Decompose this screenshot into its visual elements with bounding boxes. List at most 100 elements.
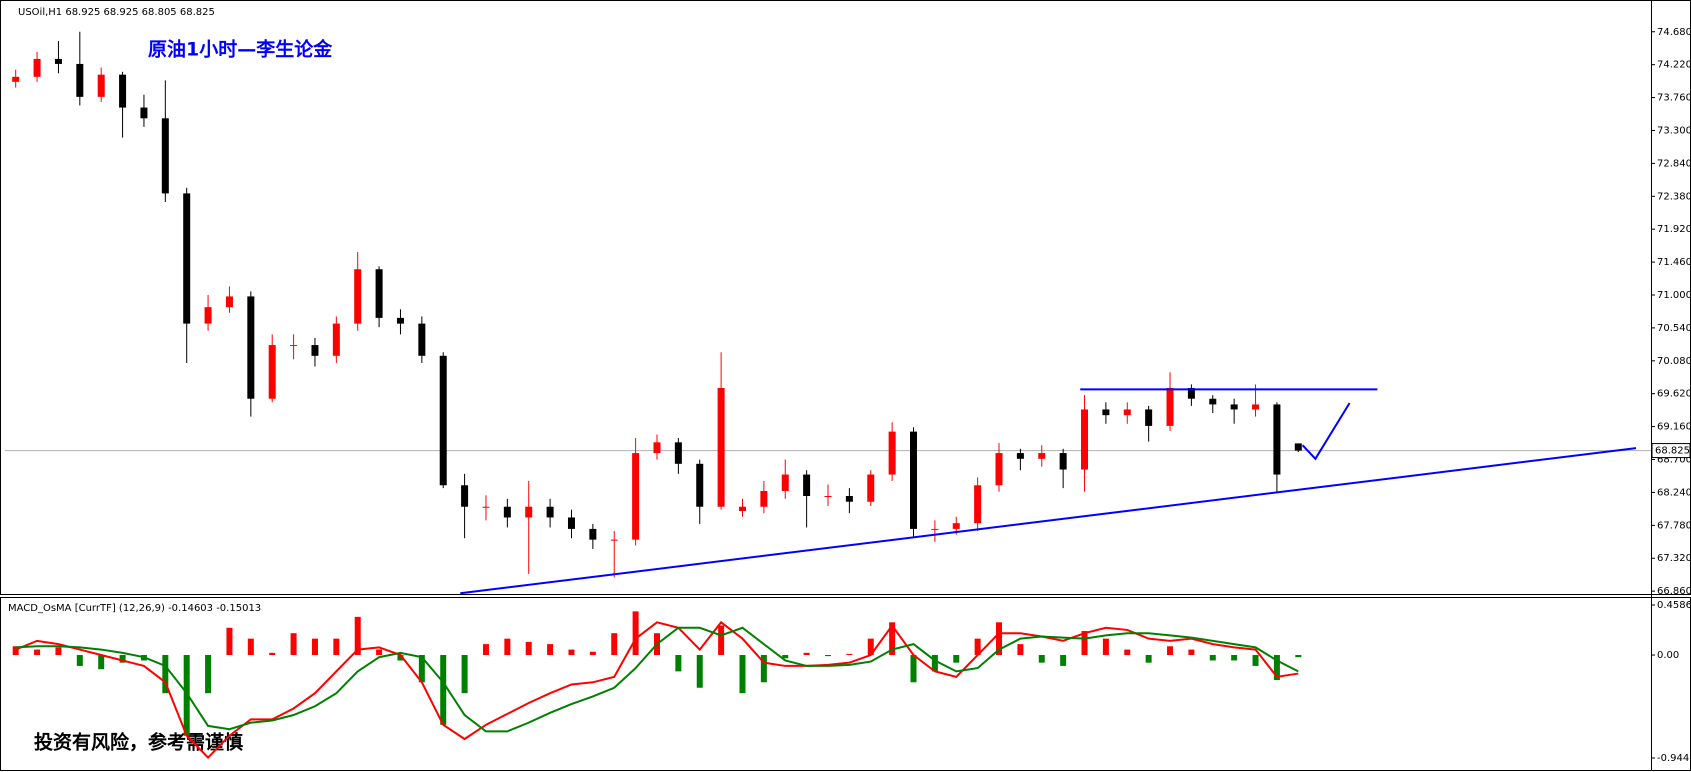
histogram-bar [675, 655, 682, 672]
candle-body [161, 118, 169, 194]
histogram-bar [418, 655, 425, 683]
candle-body [632, 453, 640, 540]
candle-body [247, 296, 255, 399]
histogram-bar [397, 655, 404, 661]
y-tick-label: 71.460 [1657, 257, 1691, 268]
candle-body [1102, 409, 1110, 416]
candle-body [867, 474, 875, 502]
histogram-bar [867, 638, 874, 656]
candle-body [225, 296, 233, 308]
histogram-bar [953, 655, 960, 663]
histogram-bar [696, 655, 703, 688]
histogram-bar [34, 649, 41, 656]
candle-body [1059, 453, 1067, 470]
histogram-bar [1252, 655, 1259, 666]
last-price-box [1651, 443, 1691, 459]
histogram-bar [889, 622, 896, 656]
candle-body [931, 528, 939, 530]
candle-body [482, 506, 490, 508]
histogram-bar [269, 652, 276, 656]
candle-body [760, 490, 768, 507]
candle-body [888, 431, 896, 475]
histogram-bar [440, 655, 447, 725]
candle-body [12, 76, 20, 82]
drawn-line [1301, 402, 1351, 461]
histogram-bar [974, 638, 981, 656]
candle-body [439, 355, 447, 486]
histogram-bar [525, 641, 532, 656]
candle-body [803, 474, 811, 496]
histogram-bar [333, 638, 340, 656]
y-tick-label: 73.300 [1657, 125, 1691, 136]
macd-panel [0, 597, 1691, 771]
candle-body [589, 528, 597, 540]
candle-body [375, 269, 383, 318]
candle-body [653, 442, 661, 454]
histogram-bar [119, 655, 126, 663]
histogram-bar [76, 655, 83, 666]
histogram-bar [1102, 638, 1109, 656]
candle-body [1123, 409, 1131, 416]
candle-body [311, 345, 319, 356]
histogram-bar [504, 638, 511, 656]
histogram-bar [1124, 649, 1131, 656]
histogram-bar [1231, 655, 1238, 661]
drawn-line [460, 447, 1637, 595]
candle-body [1230, 404, 1238, 410]
candle-body [1187, 387, 1195, 399]
histogram-bar [1017, 644, 1024, 656]
candle-body [290, 345, 298, 347]
candle-body [1038, 453, 1046, 459]
y-tick-label: 71.920 [1657, 224, 1691, 235]
y-tick-label: 0.45864 [1657, 600, 1691, 611]
histogram-bar [910, 655, 917, 683]
histogram-bar [931, 655, 938, 672]
y-tick-label: 67.320 [1657, 553, 1691, 564]
candle-body [610, 539, 618, 541]
histogram-bar [1188, 649, 1195, 656]
candle-body [952, 523, 960, 529]
candle-body [1294, 443, 1302, 451]
histogram-bar [247, 638, 254, 656]
histogram-bar [12, 646, 19, 656]
chart-title: 原油1小时—李生论金 [148, 38, 333, 61]
histogram-bar [461, 655, 468, 694]
candle-body [674, 442, 682, 464]
histogram-bar [290, 633, 297, 656]
y-tick-label: 0.00 [1657, 650, 1679, 661]
candle-body [845, 496, 853, 502]
histogram-bar [825, 655, 831, 657]
histogram-bar [782, 655, 789, 659]
candle-body [268, 345, 276, 399]
header: USOil,H1 68.925 68.925 68.805 68.825 [18, 7, 215, 18]
candle-body [910, 431, 918, 529]
histogram-bar [1145, 655, 1152, 663]
histogram-bar [376, 649, 383, 656]
candle-body [418, 323, 426, 356]
histogram-bar [183, 655, 190, 736]
candle-body [696, 463, 704, 507]
candle-body [119, 74, 127, 108]
histogram-bar [760, 655, 767, 683]
histogram-bar [205, 655, 212, 694]
y-tick-label: 74.220 [1657, 60, 1691, 71]
candle-body [1081, 409, 1089, 470]
candle-body [567, 517, 575, 529]
candle-body [461, 485, 469, 507]
y-tick-label: -0.94419 [1657, 753, 1691, 764]
histogram-bar [1038, 655, 1045, 663]
risk-note: 投资有风险，参考需谨慎 [34, 731, 243, 754]
y-tick-label: 73.760 [1657, 93, 1691, 104]
histogram-bar [55, 647, 62, 656]
histogram-bar [1273, 655, 1280, 681]
candle-body [1252, 404, 1260, 410]
histogram-bar [547, 644, 554, 656]
candle-body [503, 506, 511, 518]
y-tick-label: 69.620 [1657, 389, 1691, 400]
candle-body [525, 506, 533, 518]
y-tick-label: 69.160 [1657, 422, 1691, 433]
y-tick-label: 66.860 [1657, 586, 1691, 597]
candle-body [717, 387, 725, 507]
histogram-bar [1081, 631, 1088, 656]
histogram-bar [739, 655, 746, 694]
